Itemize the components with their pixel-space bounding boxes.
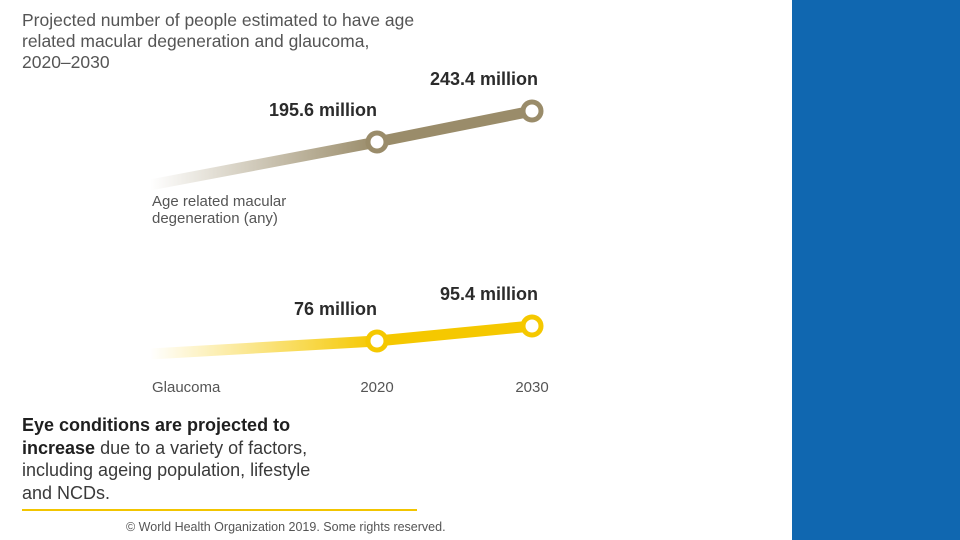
chart-title-line-3: 2020–2030 <box>22 52 110 72</box>
glaucoma-point-2020 <box>365 329 389 353</box>
caption-line-3: including ageing population, lifestyle <box>22 460 311 480</box>
x-tick-2030: 2030 <box>515 379 548 396</box>
amd-series-line <box>375 105 534 148</box>
glaucoma-point-2030 <box>520 314 544 338</box>
footer-divider <box>22 509 417 511</box>
amd-series-label: Age related macular degeneration (any) <box>152 193 290 227</box>
x-tick-2020: 2020 <box>360 379 393 396</box>
amd-value-label-2030: 243.4 million <box>430 69 538 89</box>
amd-point-2030 <box>520 99 544 123</box>
amd-point-2020 <box>365 130 389 154</box>
chart-title: Projected number of people estimated to … <box>22 10 482 73</box>
glaucoma-series-label: Glaucoma <box>152 379 221 396</box>
caption-bold-line-2: increase <box>22 437 96 458</box>
line-chart: 195.6 million 243.4 million Age related … <box>148 69 549 396</box>
chart-title-line-1: Projected number of people estimated to … <box>22 10 415 30</box>
amd-lead-in-line <box>148 136 379 191</box>
caption: Eye conditions are projected to increase… <box>22 414 402 504</box>
amd-series-label-line-2: degeneration (any) <box>152 210 278 227</box>
glaucoma-value-label-2020: 76 million <box>294 299 377 319</box>
blue-side-panel <box>792 0 960 540</box>
glaucoma-lead-in-line <box>149 335 378 360</box>
caption-bold-line-1: Eye conditions are projected to <box>22 415 291 435</box>
amd-series-label-line-1: Age related macular <box>152 193 286 210</box>
copyright-notice: © World Health Organization 2019. Some r… <box>126 520 446 534</box>
chart-title-line-2: related macular degeneration and glaucom… <box>22 31 370 51</box>
caption-rest-line-2: due to a variety of factors, <box>95 437 308 458</box>
caption-line-4: and NCDs. <box>22 482 111 503</box>
amd-value-label-2020: 195.6 million <box>269 100 377 120</box>
glaucoma-value-label-2030: 95.4 million <box>440 284 538 304</box>
glaucoma-series-line <box>376 320 533 347</box>
